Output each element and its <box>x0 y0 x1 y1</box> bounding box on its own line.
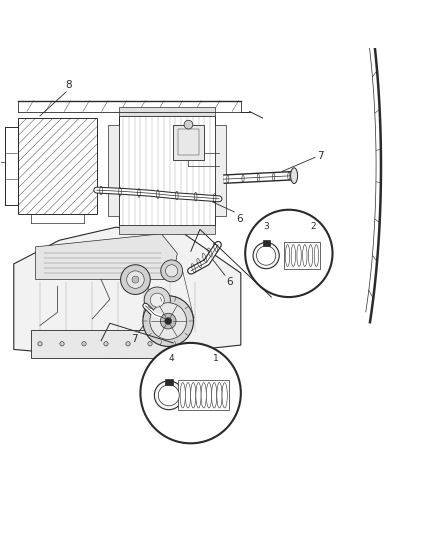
Bar <box>263 240 270 246</box>
Circle shape <box>60 342 64 346</box>
Ellipse shape <box>217 383 222 408</box>
Polygon shape <box>14 227 241 358</box>
Ellipse shape <box>185 383 191 408</box>
Text: 6: 6 <box>237 214 243 224</box>
Ellipse shape <box>303 245 307 266</box>
Circle shape <box>132 276 139 283</box>
Circle shape <box>127 271 144 288</box>
Bar <box>284 243 320 269</box>
Circle shape <box>150 293 164 307</box>
Circle shape <box>38 342 42 346</box>
Circle shape <box>257 246 276 265</box>
Ellipse shape <box>196 383 201 408</box>
Bar <box>165 379 173 385</box>
Ellipse shape <box>191 383 196 408</box>
Ellipse shape <box>212 383 217 408</box>
Circle shape <box>165 318 172 325</box>
Circle shape <box>144 287 170 313</box>
Text: 4: 4 <box>168 354 174 364</box>
Ellipse shape <box>290 168 297 183</box>
Text: 6: 6 <box>226 277 233 287</box>
Ellipse shape <box>308 245 313 266</box>
Bar <box>119 116 215 225</box>
Bar <box>173 125 204 159</box>
Circle shape <box>184 120 193 129</box>
Circle shape <box>120 265 150 294</box>
Circle shape <box>150 303 187 340</box>
Circle shape <box>160 313 176 329</box>
Bar <box>178 381 229 410</box>
Ellipse shape <box>291 245 296 266</box>
Text: 7: 7 <box>131 334 138 344</box>
Ellipse shape <box>297 245 301 266</box>
Circle shape <box>158 385 179 406</box>
Ellipse shape <box>206 383 212 408</box>
Circle shape <box>154 381 183 410</box>
Circle shape <box>148 342 152 346</box>
Bar <box>119 225 215 234</box>
Text: 2: 2 <box>310 222 316 231</box>
Ellipse shape <box>201 383 206 408</box>
Bar <box>177 129 199 155</box>
Bar <box>18 118 97 214</box>
Bar <box>108 125 119 216</box>
Text: 8: 8 <box>65 79 72 90</box>
Text: 1: 1 <box>213 354 219 364</box>
Bar <box>31 330 179 358</box>
Circle shape <box>166 265 178 277</box>
Ellipse shape <box>180 383 185 408</box>
Circle shape <box>104 342 108 346</box>
Circle shape <box>126 342 130 346</box>
Text: 3: 3 <box>263 222 269 231</box>
Text: 7: 7 <box>317 151 324 161</box>
Polygon shape <box>35 234 177 280</box>
Circle shape <box>82 342 86 346</box>
Circle shape <box>141 343 241 443</box>
Ellipse shape <box>286 245 290 266</box>
Circle shape <box>161 260 183 282</box>
Ellipse shape <box>314 245 318 266</box>
Circle shape <box>253 243 279 269</box>
Bar <box>119 107 215 116</box>
Circle shape <box>143 296 194 346</box>
Circle shape <box>245 210 332 297</box>
Bar <box>215 125 226 216</box>
Ellipse shape <box>222 383 227 408</box>
